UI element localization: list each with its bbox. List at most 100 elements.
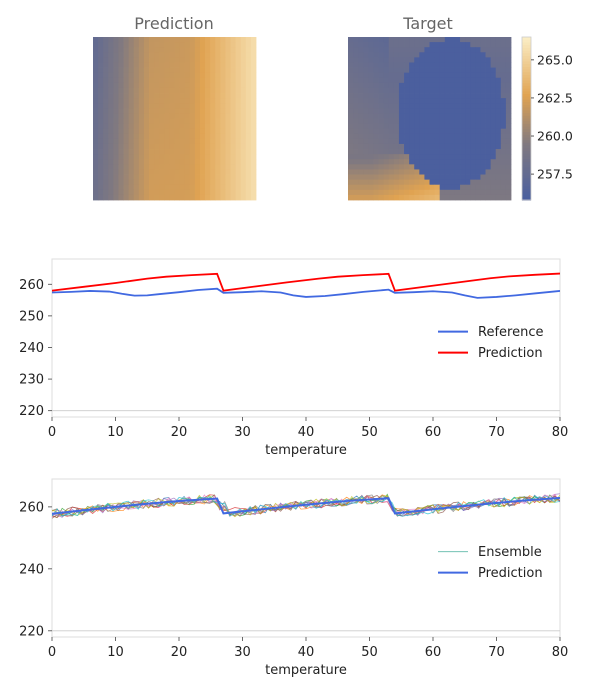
heatmap-cell [149,174,155,181]
heatmap-cell [189,42,196,48]
heatmap-cell [505,189,512,196]
heatmap-cell [454,113,461,119]
heatmap-cell [373,179,379,186]
heatmap-cell [444,164,451,170]
heatmap-cell [414,189,420,196]
heatmap-cell [358,62,364,68]
heatmap-cell [235,62,242,68]
heatmap-cell [143,77,150,84]
heatmap-cell [505,37,512,43]
heatmap-cell [210,184,216,191]
heatmap-cell [439,184,446,191]
heatmap-cell [154,138,160,145]
heatmap-cell [205,194,211,201]
heatmap-cell [205,179,211,186]
heatmap-cell [505,149,512,155]
heatmap-cell [434,133,441,140]
heatmap-cell [138,133,145,140]
heatmap-cell [164,77,170,84]
heatmap-cell [388,149,395,155]
heatmap-cell [189,189,196,196]
heatmap-cell [118,164,124,170]
heatmap-cell [220,184,226,191]
heatmap-cell [123,93,130,99]
heatmap-cell [138,87,145,94]
heatmap-cell [434,47,441,53]
heatmap-cell [225,189,231,196]
heatmap-cell [398,179,405,186]
heatmap-cell [128,133,135,140]
heatmap-cell [128,113,135,119]
heatmap-cell [460,169,466,175]
heatmap-cell [138,154,145,160]
colorbar-segment [522,58,531,63]
heatmap-cell [480,149,486,155]
heatmap-cell [169,179,175,186]
heatmap-cell [475,154,481,160]
heatmap-cell [154,118,160,124]
heatmap-cell [388,37,395,43]
heatmap-cell [348,174,354,181]
heatmap-cell [245,57,252,63]
heatmap-cell [169,169,175,175]
heatmap-cell [368,82,374,89]
heatmap-cell [230,98,237,104]
heatmap-cell [419,93,425,99]
heatmap-cell [465,184,471,191]
heatmap-cell [149,98,155,104]
heatmap-cell [393,82,400,89]
colorbar-segment [522,156,531,160]
heatmap-cell [169,184,175,191]
heatmap-cell [393,57,400,63]
heatmap-cell [409,133,415,140]
x-axis-label: temperature [265,443,347,458]
heatmap-cell [123,77,130,84]
heatmap-cell [103,72,109,79]
heatmap-cell [108,189,114,196]
heatmap-cell [235,149,242,155]
heatmap-cell [118,113,124,119]
heatmap-cell [363,82,369,89]
heatmap-cell [93,37,99,43]
heatmap-cell [189,169,196,175]
heatmap-cell [149,133,155,140]
heatmap-cell [199,57,206,63]
heatmap-cell [414,169,420,175]
heatmap-cell [480,194,486,201]
heatmap-cell [485,37,492,43]
heatmap-cell [138,42,145,48]
heatmap-cell [113,98,119,104]
heatmap-cell [133,123,140,130]
heatmap-cell [495,184,502,191]
heatmap-cell [128,159,135,165]
heatmap-cell [490,67,497,74]
heatmap-cell [414,67,420,74]
heatmap-cell [500,118,507,124]
heatmap-cell [113,103,119,109]
heatmap-cell [419,159,425,165]
heatmap-cell [505,67,512,74]
heatmap-cell [444,93,451,99]
heatmap-cell [164,194,170,201]
heatmap-cell [143,164,150,170]
heatmap-cell [174,57,180,63]
heatmap-cell [93,57,99,63]
heatmap-cell [235,72,242,79]
heatmap-cell [393,52,400,58]
heatmap-cell [225,98,231,104]
heatmap-cell [133,179,140,186]
heatmap-cell [368,159,374,165]
heatmap-cell [93,189,99,196]
heatmap-cell [424,174,430,181]
heatmap-cell [174,154,180,160]
heatmap-cell [454,143,461,150]
heatmap-cell [118,77,124,84]
heatmap-cell [439,37,446,43]
heatmap-cell [250,169,257,175]
heatmap-cell [250,37,257,43]
heatmap-cell [449,98,456,104]
heatmap-cell [444,118,451,124]
heatmap-cell [424,123,430,130]
heatmap-cell [179,108,186,114]
heatmap-cell [429,72,435,79]
